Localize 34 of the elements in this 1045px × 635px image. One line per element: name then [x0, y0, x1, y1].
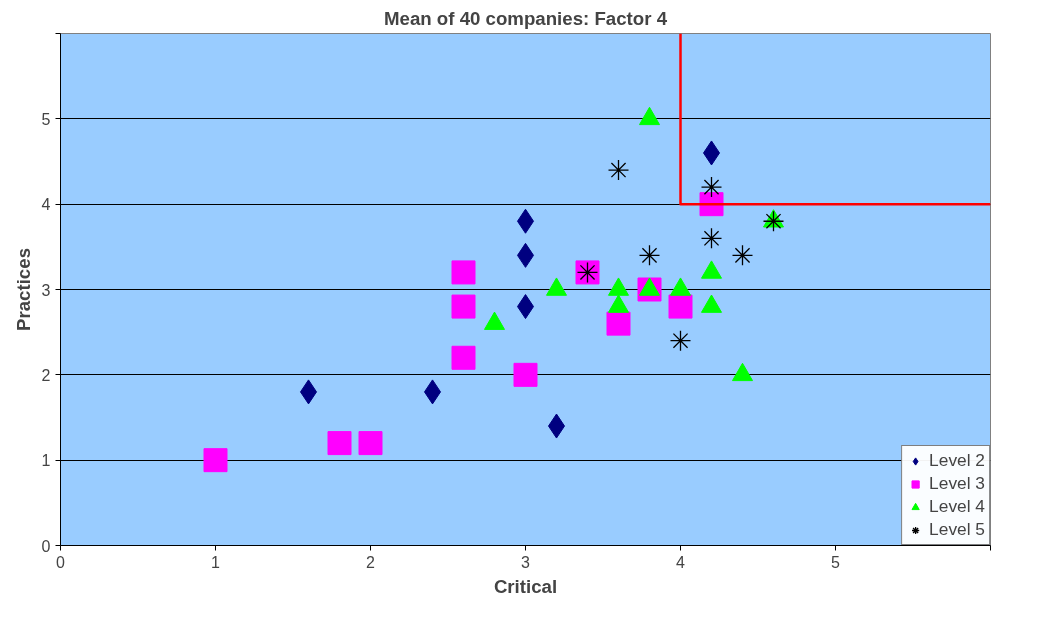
legend-label: Level 5: [929, 519, 985, 540]
legend-label: Level 4: [929, 496, 985, 517]
x-tick-label: 5: [831, 553, 841, 571]
point: [638, 244, 661, 267]
point: [451, 294, 476, 319]
x-axis-title: Critical: [493, 575, 558, 597]
x-tick-label: 4: [676, 553, 686, 571]
chart-title: Mean of 40 companies: Factor 4: [383, 7, 668, 29]
point: [700, 227, 723, 249]
x-tick-label: 2: [366, 553, 376, 571]
point: [700, 176, 723, 198]
point: [669, 330, 692, 352]
y-tick-label: 5: [41, 110, 51, 128]
point: [203, 448, 228, 473]
point: [731, 244, 754, 267]
x-tick-label: 3: [521, 553, 531, 571]
y-axis-title: Practices: [12, 248, 34, 331]
point: [327, 431, 352, 456]
y-tick-label: 4: [41, 196, 51, 214]
y-tick-label: 1: [41, 452, 51, 470]
point: [358, 431, 383, 456]
y-tick-label: 2: [41, 366, 51, 384]
point: [668, 294, 693, 319]
legend-label: Level 3: [929, 473, 985, 494]
point: [606, 311, 631, 336]
point: [513, 362, 538, 387]
y-tick-label: 0: [41, 537, 51, 555]
point: [607, 159, 630, 181]
legend-label: Level 2: [929, 450, 985, 471]
point: [451, 345, 476, 370]
x-tick-label: 1: [211, 553, 221, 571]
point: [451, 260, 476, 285]
y-tick-label: 3: [41, 281, 51, 299]
x-tick-label: 0: [56, 553, 66, 571]
